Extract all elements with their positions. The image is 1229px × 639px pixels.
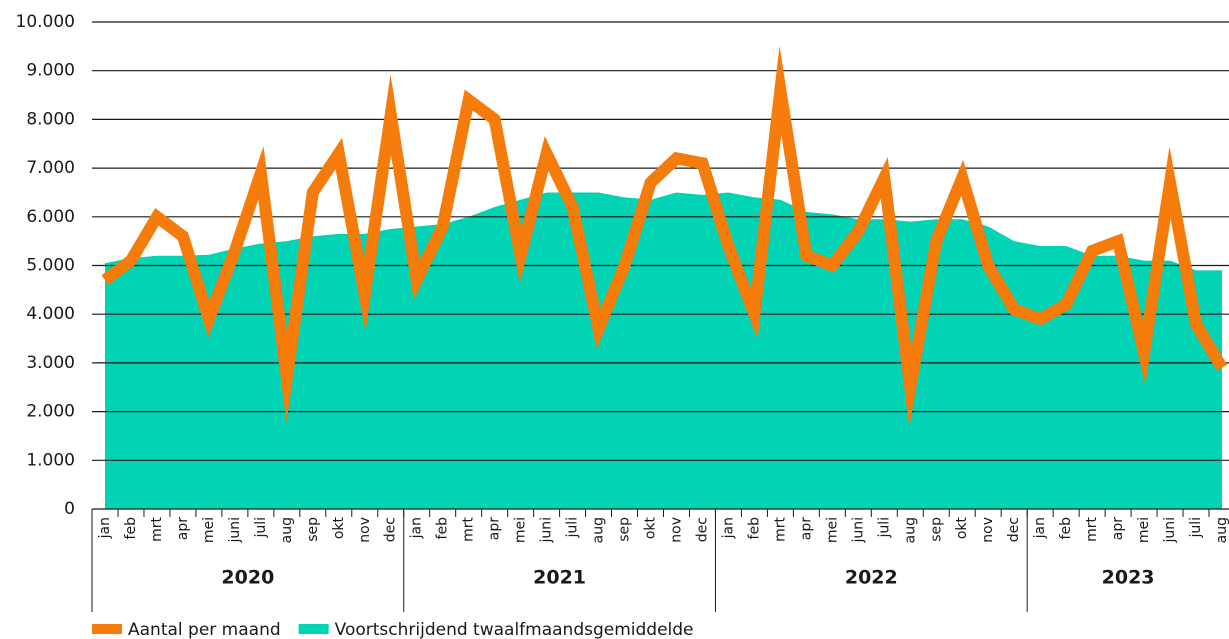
- x-tick-label: juni: [227, 517, 243, 544]
- y-tick-label: 6.000: [26, 207, 75, 227]
- y-tick-label: 4.000: [26, 304, 75, 324]
- year-label: 2021: [533, 567, 586, 589]
- legend-label: Voortschrijdend twaalfmaandsgemiddelde: [335, 620, 694, 639]
- x-tick-label: okt: [331, 516, 347, 539]
- x-tick-label: dec: [1006, 517, 1022, 542]
- x-tick-label: jan: [97, 517, 113, 539]
- year-label: 2023: [1102, 567, 1155, 589]
- x-tick-label: mei: [1136, 517, 1152, 543]
- x-tick-label: mrt: [772, 516, 788, 541]
- y-tick-label: 3.000: [26, 353, 75, 373]
- x-tick-label: aug: [1214, 517, 1229, 543]
- year-label: 2020: [221, 567, 274, 589]
- x-tick-label: feb: [746, 517, 762, 540]
- x-tick-label: apr: [487, 517, 503, 540]
- x-tick-label: jan: [1032, 517, 1048, 539]
- x-tick-label: juli: [876, 517, 892, 539]
- year-label: 2022: [845, 567, 898, 589]
- x-tick-label: apr: [798, 517, 814, 540]
- x-tick-label: nov: [668, 517, 684, 543]
- x-tick-label: aug: [902, 517, 918, 543]
- x-tick-label: okt: [954, 516, 970, 539]
- x-tick-label: aug: [591, 517, 607, 543]
- x-tick-label: sep: [928, 517, 944, 542]
- y-tick-label: 2.000: [26, 402, 75, 422]
- y-tick-label: 7.000: [26, 158, 75, 178]
- x-tick-label: mrt: [461, 516, 477, 541]
- x-tick-label: mei: [513, 517, 529, 543]
- y-tick-label: 0: [64, 499, 75, 519]
- x-tick-label: juli: [1188, 517, 1204, 539]
- x-tick-label: mei: [201, 517, 217, 543]
- x-tick-label: juni: [539, 517, 555, 544]
- y-tick-label: 10.000: [16, 12, 75, 32]
- x-tick-label: juni: [1162, 517, 1178, 544]
- x-tick-label: feb: [123, 517, 139, 540]
- x-tick-label: mei: [824, 517, 840, 543]
- x-tick-label: nov: [357, 517, 373, 543]
- x-tick-label: juli: [253, 517, 269, 539]
- x-tick-label: sep: [305, 517, 321, 542]
- x-tick-label: dec: [383, 517, 399, 542]
- x-tick-label: mrt: [149, 516, 165, 541]
- x-tick-label: dec: [694, 517, 710, 542]
- area: [105, 192, 1222, 509]
- x-tick-label: mrt: [1084, 516, 1100, 541]
- x-tick-label: feb: [435, 517, 451, 540]
- line: [101, 45, 1228, 428]
- legend-label: Aantal per maand: [128, 620, 281, 639]
- x-tick-label: nov: [980, 517, 996, 543]
- y-tick-label: 5.000: [26, 256, 75, 276]
- x-tick-label: aug: [279, 517, 295, 543]
- x-tick-label: apr: [175, 517, 191, 540]
- legend-swatch: [92, 624, 122, 634]
- legend-swatch: [298, 624, 329, 634]
- x-tick-label: jan: [409, 517, 425, 539]
- x-tick-label: juli: [565, 517, 581, 539]
- x-tick-label: feb: [1058, 517, 1074, 540]
- y-tick-label: 1.000: [26, 450, 75, 470]
- y-tick-label: 8.000: [26, 109, 75, 129]
- x-tick-label: jan: [720, 517, 736, 539]
- x-tick-label: okt: [643, 516, 659, 539]
- x-tick-label: juni: [850, 517, 866, 544]
- y-tick-label: 9.000: [26, 61, 75, 81]
- x-tick-label: sep: [617, 517, 633, 542]
- x-tick-label: apr: [1110, 517, 1126, 540]
